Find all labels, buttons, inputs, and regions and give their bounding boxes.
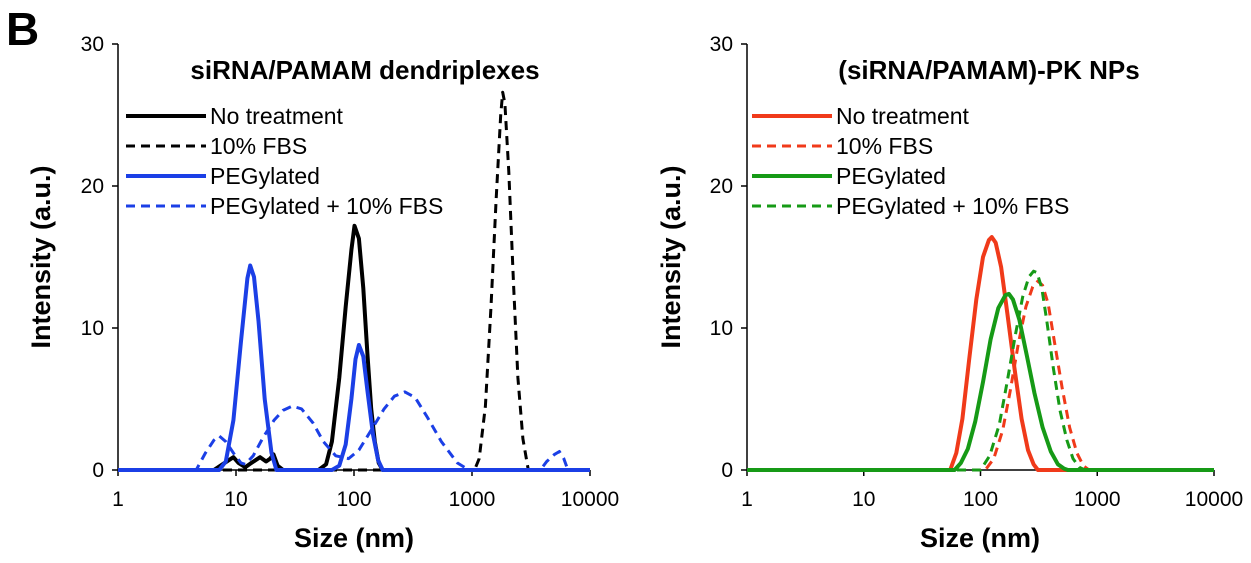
chart1-series-line-4 [118, 390, 590, 472]
chart2-y-axis-title: Intensity (a.u.) [656, 165, 686, 348]
chart1-series-line-1 [118, 223, 590, 472]
chart2-x-tick-label: 100 [963, 488, 998, 511]
chart2-y-tick-label: 30 [710, 33, 733, 56]
chart1-y-axis-title: Intensity (a.u.) [26, 165, 56, 348]
chart1-x-tick-label: 10 [224, 488, 247, 511]
chart1-legend-label-3: PEGylated [210, 163, 320, 189]
chart1-y-tick-label: 30 [81, 33, 104, 56]
chart2-legend-label-2: 10% FBS [836, 133, 933, 159]
chart2-legend-label-1: No treatment [836, 103, 970, 129]
chart2-x-tick-label: 10 [852, 488, 875, 511]
chart1-x-axis-title: Size (nm) [294, 523, 414, 553]
panel-letter: B [6, 3, 40, 55]
chart1-title: siRNA/PAMAM dendriplexes [190, 55, 539, 85]
chart1-x-tick-label: 1000 [449, 488, 496, 511]
chart2-x-axis-title: Size (nm) [920, 523, 1040, 553]
chart2-y-tick-label: 10 [710, 317, 733, 340]
chart2-x-tick-label: 1000 [1074, 488, 1121, 511]
chart1-y-tick-label: 0 [92, 459, 104, 482]
chart2-y-tick-label: 0 [721, 459, 733, 482]
chart2-legend-label-3: PEGylated [836, 163, 946, 189]
chart1-y-tick-label: 20 [81, 175, 104, 198]
chart2-x-tick-label: 1 [741, 488, 753, 511]
chart1-x-tick-label: 10000 [561, 488, 619, 511]
chart2-series-line-4 [747, 269, 1214, 472]
chart1-series-line-3 [118, 263, 590, 472]
chart1-legend-label-4: PEGylated + 10% FBS [210, 193, 443, 219]
chart2-title: (siRNA/PAMAM)-PK NPs [838, 55, 1139, 85]
chart1-x-tick-label: 1 [112, 488, 124, 511]
chart1-legend-label-1: No treatment [210, 103, 344, 129]
chart2-y-tick-label: 20 [710, 175, 733, 198]
chart2-legend-label-4: PEGylated + 10% FBS [836, 193, 1069, 219]
chart1-series-line-2 [118, 90, 590, 472]
chart2-series-line-2 [747, 279, 1214, 472]
chart2-series-line-3 [747, 291, 1214, 472]
chart2-x-tick-label: 10000 [1185, 488, 1243, 511]
chart1-x-tick-label: 100 [336, 488, 371, 511]
chart1-y-tick-label: 10 [81, 317, 104, 340]
chart1-legend-label-2: 10% FBS [210, 133, 307, 159]
chart2-series-line-1 [747, 235, 1214, 472]
